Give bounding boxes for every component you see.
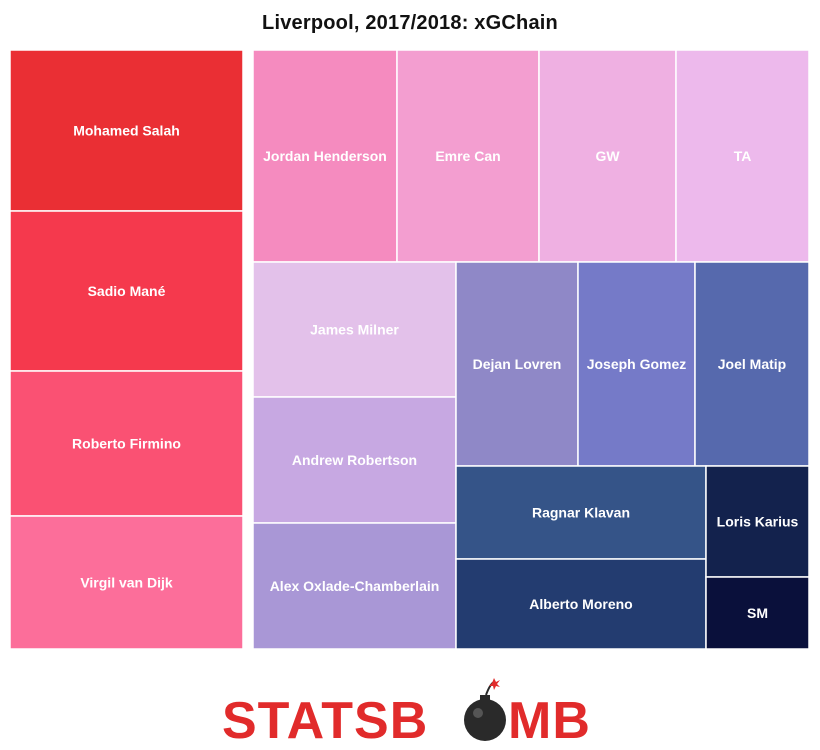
treemap-cell-label: Roberto Firmino [72, 436, 181, 452]
treemap-cell-label: Emre Can [435, 148, 500, 164]
treemap-cell [396, 49, 540, 263]
treemap-cell [9, 370, 244, 517]
treemap-cell-label: Alex Oxlade-Chamberlain [270, 578, 440, 594]
treemap-cell [455, 465, 707, 560]
treemap-cell-label: James Milner [310, 322, 399, 338]
treemap-cell-label: Jordan Henderson [263, 148, 387, 164]
treemap-cell-label: Dejan Lovren [473, 356, 562, 372]
treemap-cell-label: Sadio Mané [88, 283, 166, 299]
treemap-cell [675, 49, 810, 263]
treemap-cell [577, 261, 696, 467]
treemap-cell-label: SM [747, 605, 768, 621]
logo-text-left: STATSB [222, 692, 428, 750]
treemap-cell [694, 261, 810, 467]
treemap-cell-label: Virgil van Dijk [80, 575, 173, 591]
treemap-cell-label: Andrew Robertson [292, 452, 417, 468]
treemap-cell [252, 49, 398, 263]
treemap-cell-label: Alberto Moreno [529, 596, 632, 612]
treemap-cell [9, 49, 244, 212]
bomb-icon [464, 678, 506, 741]
chart-title: Liverpool, 2017/2018: xGChain [262, 12, 558, 34]
treemap-cell [705, 576, 810, 650]
treemap-cell [9, 515, 244, 650]
treemap-cell-label: Ragnar Klavan [532, 505, 630, 521]
treemap-cell-label: GW [595, 148, 620, 164]
treemap-chart: Mohamed Salah Sadio Mané Roberto Firmino Vi… [9, 49, 810, 650]
treemap-cell-label: Joseph Gomez [587, 356, 687, 372]
treemap-cell [252, 522, 457, 650]
treemap-cell [455, 261, 579, 467]
treemap-cell-label: Joel Matip [718, 356, 786, 372]
treemap-cell-label: Mohamed Salah [73, 123, 180, 139]
treemap-cell-label: TA [734, 148, 752, 164]
treemap-cell [538, 49, 677, 263]
treemap-cell-label: Loris Karius [717, 514, 799, 530]
treemap-cell [705, 465, 810, 578]
logo-text-right: MB [508, 692, 591, 750]
treemap-cell [252, 261, 457, 398]
